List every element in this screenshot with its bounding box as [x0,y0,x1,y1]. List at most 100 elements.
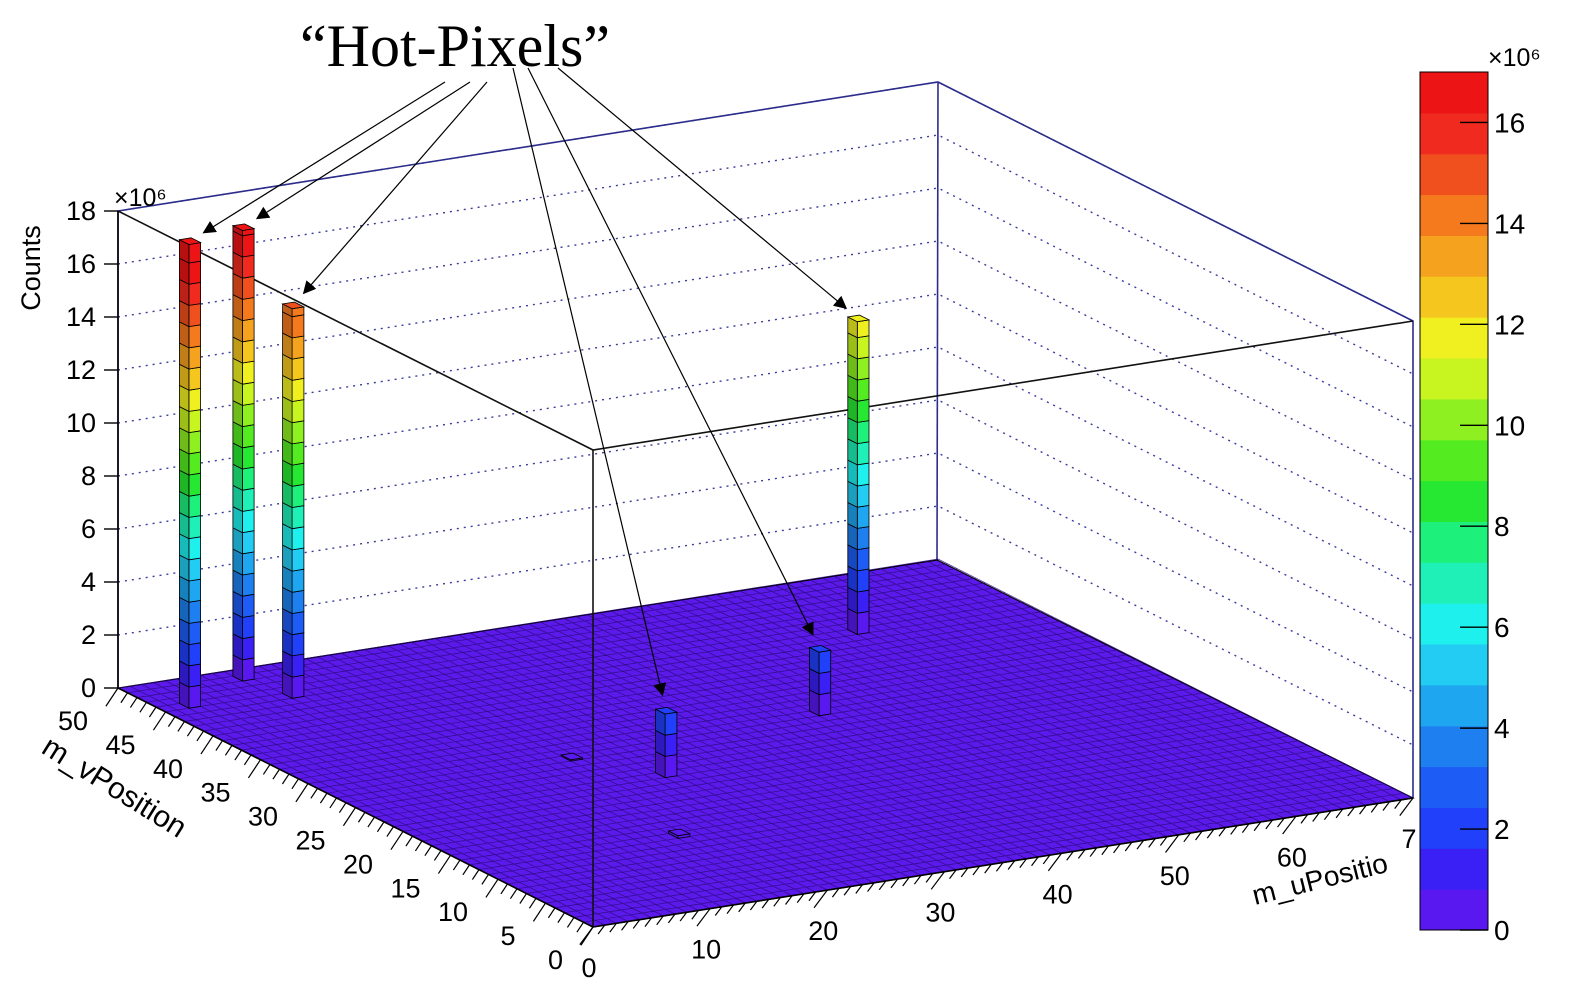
u-tick [843,886,852,896]
grid-line [117,240,1414,481]
u-tick [1165,834,1180,853]
bar-face-front [291,589,305,614]
grid-line [117,452,1414,693]
small-bump [560,752,584,762]
palette-tick-label: 12 [1494,309,1525,340]
u-tick [831,887,840,898]
v-tick [566,917,575,928]
bar-face-front [664,754,678,779]
z-tick-label: 12 [66,355,96,385]
u-tick [1335,808,1344,819]
bar-face-front [241,593,255,618]
bar-face-front [188,493,202,518]
u-tick [1230,825,1238,835]
u-tick [949,869,957,880]
bar-face-front [241,530,255,555]
u-tick [1206,828,1215,839]
z-tick-label: 2 [81,620,96,650]
u-tick [1113,843,1121,854]
bar-face-front [291,611,305,636]
v-tick [485,878,499,898]
u-tick [726,904,735,915]
bar-face-front [241,360,255,385]
u-tick [1136,840,1145,850]
v-tick [338,802,347,814]
bar-face-front [856,610,870,635]
bar-face-front [856,568,870,593]
bar-face-front [856,335,870,360]
bar-face-front [291,377,305,402]
u-tick [1323,810,1332,821]
bar-face-front [188,303,202,328]
u-tick [995,862,1004,872]
palette-tick-label: 14 [1494,208,1525,239]
z-tick-label: 18 [66,196,96,226]
palette-band [1420,439,1488,482]
bar-face-front [291,568,305,593]
u-tick [1277,817,1285,828]
u-tick [579,926,594,945]
v-tick [291,778,300,790]
annotation-arrow [512,67,667,697]
u-tick [696,908,711,927]
u-tick [972,865,981,876]
z-tick-label: 14 [66,302,96,332]
u-tick [913,875,922,885]
bar-face-front [188,642,202,667]
u-tick-label: 10 [691,935,721,965]
u-tick [1031,856,1039,867]
bar-face-front [291,632,305,657]
bar-face-front [856,547,870,572]
palette-tick-label: 10 [1494,410,1525,441]
small-bump [667,828,692,839]
bar-face-front [856,398,870,423]
palette-tick-label: 2 [1494,814,1510,845]
u-tick [1359,805,1367,815]
bar-face-front [188,557,202,582]
palette-band [1420,766,1488,808]
u-tick [773,897,781,907]
u-tick [609,922,617,933]
grid-line [117,134,1414,375]
palette-band [1420,603,1488,645]
annotation-arrow [557,67,848,310]
u-tick [1019,858,1027,868]
bar-face-front [241,445,255,470]
u-tick [656,915,664,926]
u-tick [1394,799,1402,810]
bar-face-front [856,420,870,445]
bar-face-front [241,424,255,449]
grid-line [117,293,1414,534]
u-tick [1370,803,1379,813]
v-tick [405,835,414,847]
v-tick [196,730,205,742]
u-tick [667,913,676,924]
hot-pixel-bar [846,314,871,636]
bar-face-front [291,547,305,572]
palette-band [1420,848,1488,890]
u-tick [813,889,828,909]
v-tick [424,845,433,857]
palette-band [1420,521,1488,563]
bar-face-front [188,242,202,264]
v-tick-label: 25 [295,826,325,856]
bar-face-front [818,671,832,696]
u-tick [855,884,863,894]
u-axis-title: m_uPositio [1249,847,1391,911]
v-tick [547,907,556,919]
v-tick [319,792,328,804]
v-tick [105,687,119,707]
v-tick [167,716,176,727]
bar-face-front [188,578,202,603]
palette-multiplier: ×10⁶ [1488,44,1541,72]
z-tick-label: 8 [81,461,96,491]
v-tick [528,897,537,909]
bar-face-top [846,314,871,323]
v-tick [481,874,490,885]
bar-face-front [856,483,870,508]
palette-band [1420,317,1488,359]
bar-face-front [188,430,202,455]
bar-face-front [241,509,255,534]
hot-pixel-bar [178,237,202,709]
z-tick-label: 16 [66,249,96,279]
